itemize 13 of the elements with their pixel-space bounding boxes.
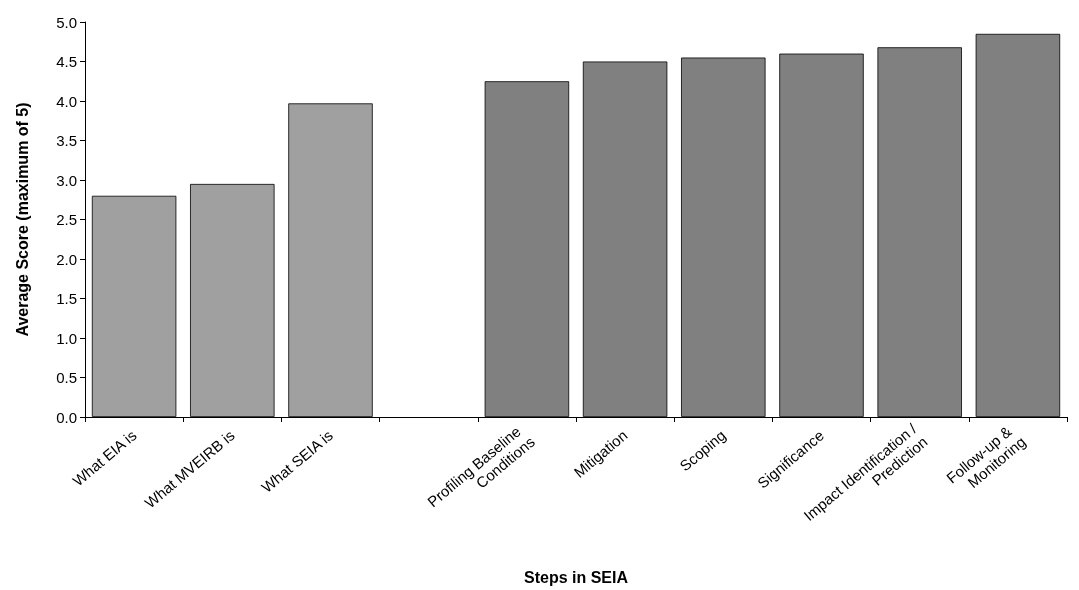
y-tick-label: 4.5 (56, 53, 77, 70)
y-tick-label: 3.0 (56, 171, 77, 189)
y-tick-label: 2.5 (56, 211, 77, 228)
y-tick-label: 3.5 (56, 132, 77, 149)
y-tick-label: 2.0 (56, 250, 77, 268)
y-axis-title: Average Score (maximum of 5) (13, 102, 31, 337)
y-tick-label: 1.0 (56, 329, 77, 347)
y-tick-label: 0.5 (56, 369, 77, 386)
x-axis-title: Steps in SEIA (523, 568, 629, 586)
y-tick-label: 4.0 (56, 92, 77, 110)
y-tick-label: 5.0 (56, 13, 77, 31)
y-tick-label: 1.5 (56, 290, 77, 307)
y-tick-label: 0.0 (56, 408, 77, 426)
